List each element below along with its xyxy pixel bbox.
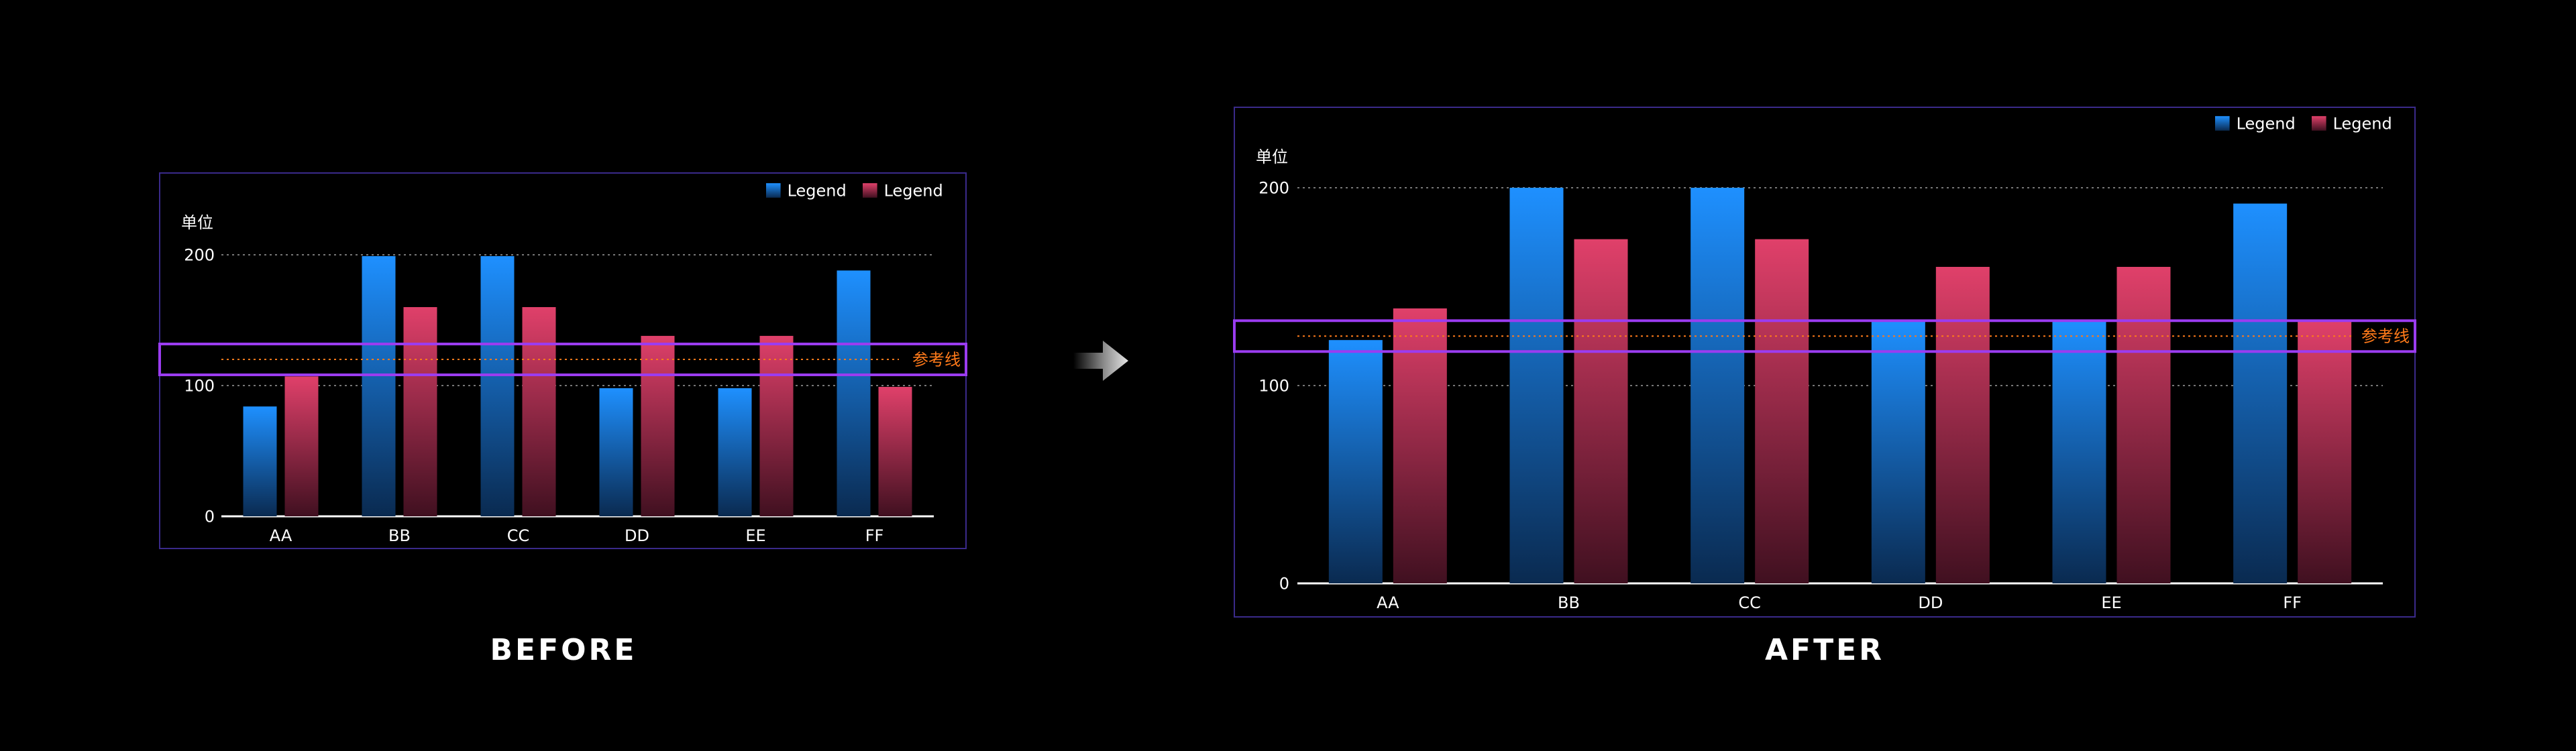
- x-tick-label: DD: [625, 526, 649, 545]
- reference-line-label: 参考线: [912, 350, 961, 369]
- arrow-icon: [1073, 341, 1128, 381]
- x-tick-label: FF: [2283, 593, 2302, 612]
- bar-bb-series2: [1574, 239, 1628, 583]
- y-tick-label: 200: [184, 245, 215, 264]
- x-tick-label: CC: [507, 526, 530, 545]
- bar-ee-series2: [759, 335, 794, 516]
- bar-ff-series2: [2298, 320, 2352, 583]
- bar-bb-series2: [403, 307, 437, 516]
- bar-cc-series2: [522, 307, 556, 516]
- bar-aa-series1: [1328, 340, 1383, 583]
- bar-dd-series1: [1871, 320, 1925, 583]
- legend-label-series2: Legend: [2333, 114, 2392, 133]
- x-tick-label: BB: [388, 526, 411, 545]
- x-tick-label: CC: [1738, 593, 1761, 612]
- y-tick-label: 0: [205, 507, 215, 526]
- legend-label-series1: Legend: [2237, 114, 2296, 133]
- legend-swatch-series2: [863, 183, 877, 198]
- x-tick-label: DD: [1918, 593, 1943, 612]
- reference-line-label: 参考线: [2361, 327, 2410, 346]
- y-axis-label: 单位: [1256, 148, 1288, 166]
- reference-highlight-box: [1233, 319, 2416, 353]
- legend-label-series1: Legend: [788, 181, 847, 200]
- legend-swatch-series1: [766, 183, 781, 198]
- x-tick-label: AA: [1377, 593, 1399, 612]
- bar-ee-series2: [2116, 267, 2171, 583]
- bar-cc-series2: [1755, 239, 1809, 583]
- bar-dd-series2: [641, 335, 675, 516]
- x-tick-label: FF: [865, 526, 884, 545]
- bar-dd-series2: [1935, 267, 1990, 583]
- bar-bb-series1: [362, 255, 396, 516]
- x-tick-label: AA: [270, 526, 292, 545]
- bar-cc-series1: [480, 255, 515, 516]
- bar-bb-series1: [1509, 188, 1564, 583]
- x-tick-label: EE: [2101, 593, 2121, 612]
- bar-ff-series1: [2233, 203, 2288, 584]
- legend-swatch-series1: [2215, 116, 2230, 131]
- legend-swatch-series2: [2312, 116, 2326, 131]
- y-axis-label: 单位: [181, 213, 213, 232]
- chart-frame: [1234, 107, 2416, 618]
- y-tick-label: 100: [184, 376, 215, 395]
- bar-ff-series2: [878, 386, 912, 516]
- x-tick-label: EE: [745, 526, 765, 545]
- after-caption: AFTER: [1764, 633, 1885, 667]
- bar-ee-series1: [2052, 320, 2106, 583]
- reference-highlight-box: [158, 343, 967, 376]
- y-tick-label: 100: [1258, 376, 1289, 395]
- y-tick-label: 200: [1258, 178, 1289, 197]
- bar-ff-series1: [837, 270, 871, 516]
- x-tick-label: BB: [1558, 593, 1580, 612]
- bar-ee-series1: [718, 388, 752, 516]
- bar-dd-series1: [599, 388, 633, 516]
- y-tick-label: 0: [1279, 574, 1289, 593]
- bar-cc-series1: [1690, 188, 1745, 583]
- legend-label-series2: Legend: [884, 181, 943, 200]
- bar-aa-series1: [243, 406, 277, 516]
- bar-aa-series2: [1393, 308, 1447, 583]
- bar-aa-series2: [284, 376, 319, 516]
- before-caption: BEFORE: [490, 633, 637, 667]
